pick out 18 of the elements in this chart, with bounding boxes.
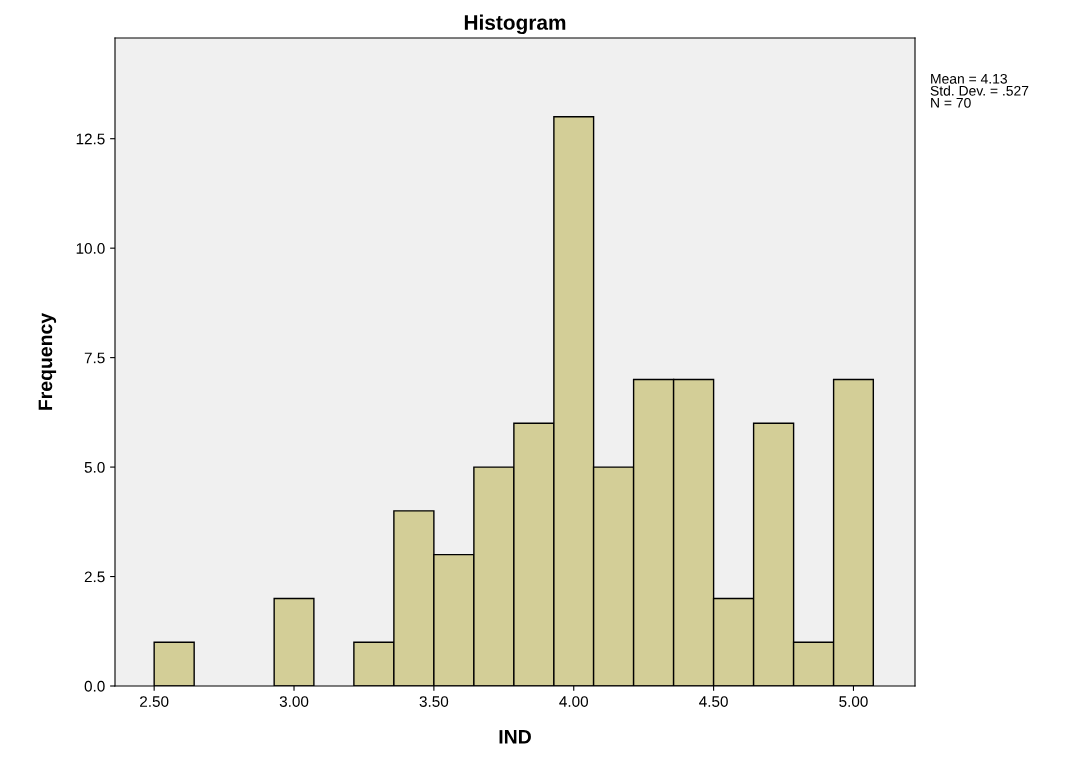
y-tick-label: 12.5 <box>76 133 105 145</box>
x-axis-title: IND <box>499 730 531 744</box>
x-tick-label: 2.50 <box>140 696 169 707</box>
y-axis-title: Frequency <box>38 312 57 410</box>
y-tick-label: 0.0 <box>84 680 105 692</box>
y-tick-label: 5.0 <box>84 461 105 473</box>
text: Std. Dev. = .527 <box>930 85 1029 96</box>
y-tick-label: 2.5 <box>84 571 105 583</box>
x-tick-label: 4.50 <box>699 696 728 707</box>
y-tick-label: 10.0 <box>76 243 105 254</box>
x-tick-label: 4.00 <box>559 696 589 707</box>
x-tick-label: 3.50 <box>419 696 449 707</box>
chart-title: Histogram <box>464 14 566 35</box>
x-tick-label: 3.00 <box>279 696 309 707</box>
x-tick-label: 5.00 <box>839 696 868 707</box>
text: N = 70 <box>931 97 971 108</box>
y-tick-label: 7.5 <box>84 352 105 364</box>
text: Mean = 4.13 <box>931 73 1007 84</box>
